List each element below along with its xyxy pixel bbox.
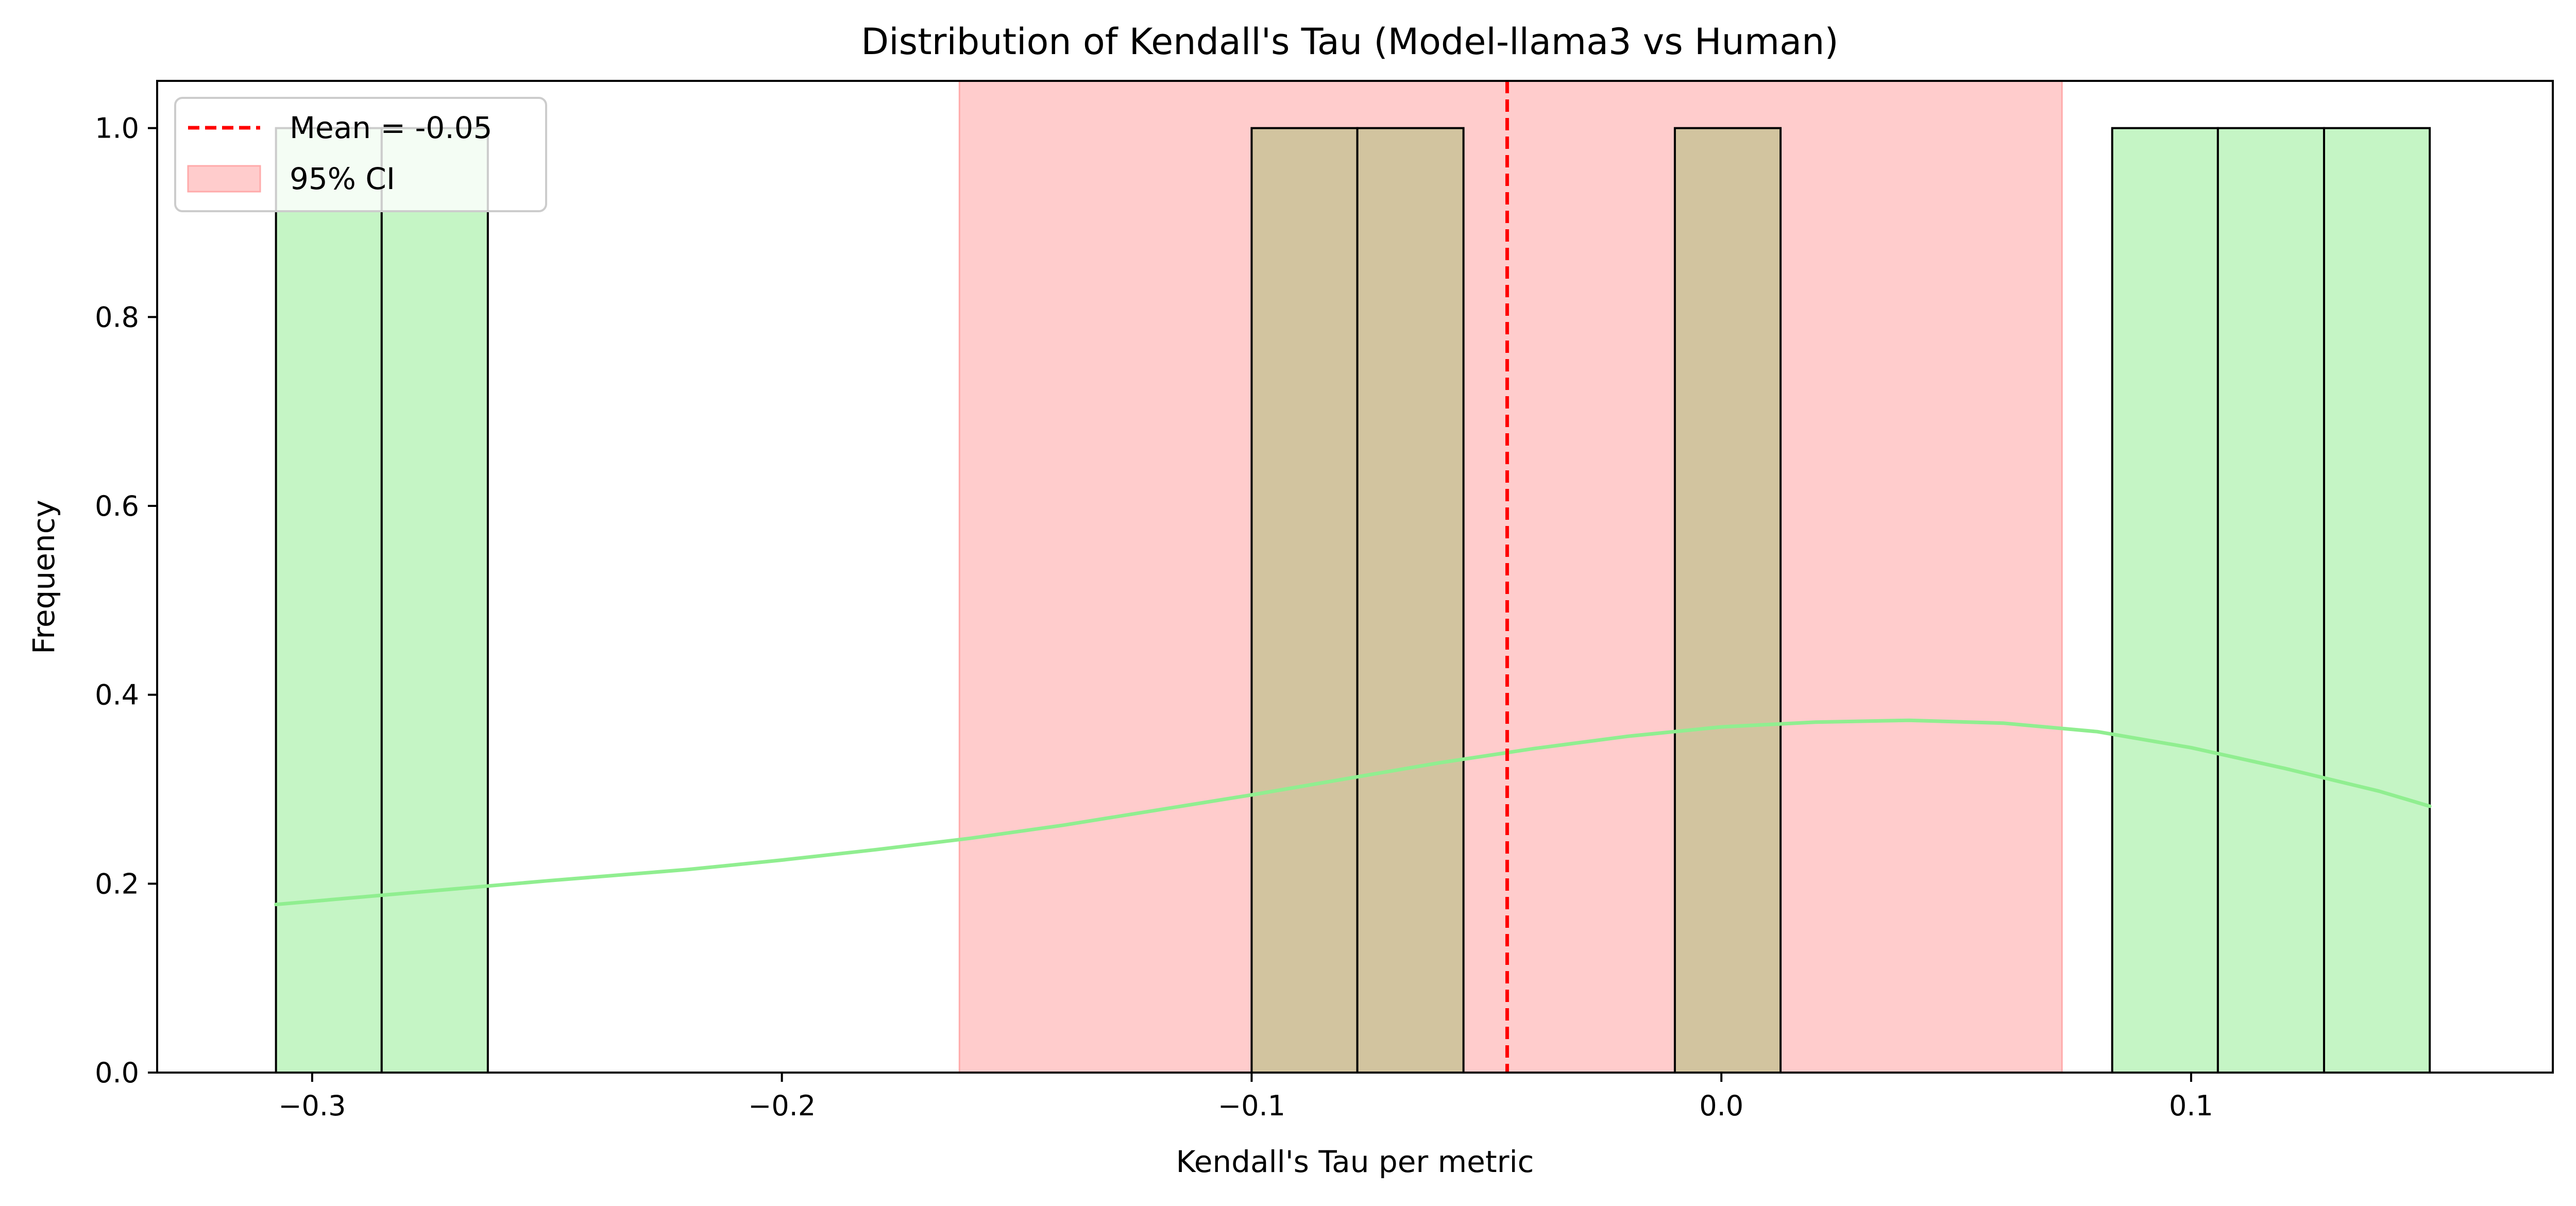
y-tick-label: 1.0 — [95, 112, 139, 145]
histogram-bar — [1356, 127, 1465, 1074]
histogram-bar — [380, 127, 489, 1074]
legend-ci-label: 95% CI — [290, 161, 395, 196]
legend-mean-label: Mean = -0.05 — [290, 110, 493, 145]
histogram-bar — [1673, 127, 1782, 1074]
histogram-bar — [2111, 127, 2219, 1074]
x-axis-label: Kendall's Tau per metric — [1176, 1144, 1534, 1179]
histogram-bar — [2323, 127, 2431, 1074]
ci-band — [958, 80, 2063, 1074]
y-tick-label: 0.4 — [95, 679, 139, 711]
plot-frame — [156, 80, 2554, 1074]
chart-title: Distribution of Kendall's Tau (Model-lla… — [861, 21, 1838, 63]
histogram-bar — [275, 127, 383, 1074]
legend-box — [174, 97, 547, 212]
x-tick-label: −0.3 — [278, 1090, 346, 1122]
kde-curve — [274, 718, 2432, 907]
x-tick-label: −0.1 — [1218, 1090, 1285, 1122]
histogram-bar — [1250, 127, 1359, 1074]
legend-ci-swatch — [187, 165, 261, 193]
histogram-bar — [2216, 127, 2325, 1074]
y-tick-label: 0.8 — [95, 301, 139, 333]
x-axis: −0.3 −0.2 −0.1 0.0 0.1 — [278, 1073, 2213, 1122]
ci-layer — [958, 80, 2063, 1074]
bars-layer — [275, 127, 2431, 1074]
x-tick-label: 0.0 — [1699, 1090, 1743, 1122]
y-tick-label: 0.6 — [95, 490, 139, 522]
y-tick-label: 0.2 — [95, 868, 139, 900]
x-tick-label: 0.1 — [2169, 1090, 2213, 1122]
y-tick-label: 0.0 — [95, 1057, 139, 1089]
kde-layer — [274, 718, 2432, 907]
legend: Mean = -0.05 95% CI — [174, 97, 547, 212]
y-axis: 0.0 0.2 0.4 0.6 0.8 1.0 — [95, 112, 157, 1089]
x-tick-label: −0.2 — [748, 1090, 816, 1122]
y-axis-label: Frequency — [26, 500, 61, 654]
